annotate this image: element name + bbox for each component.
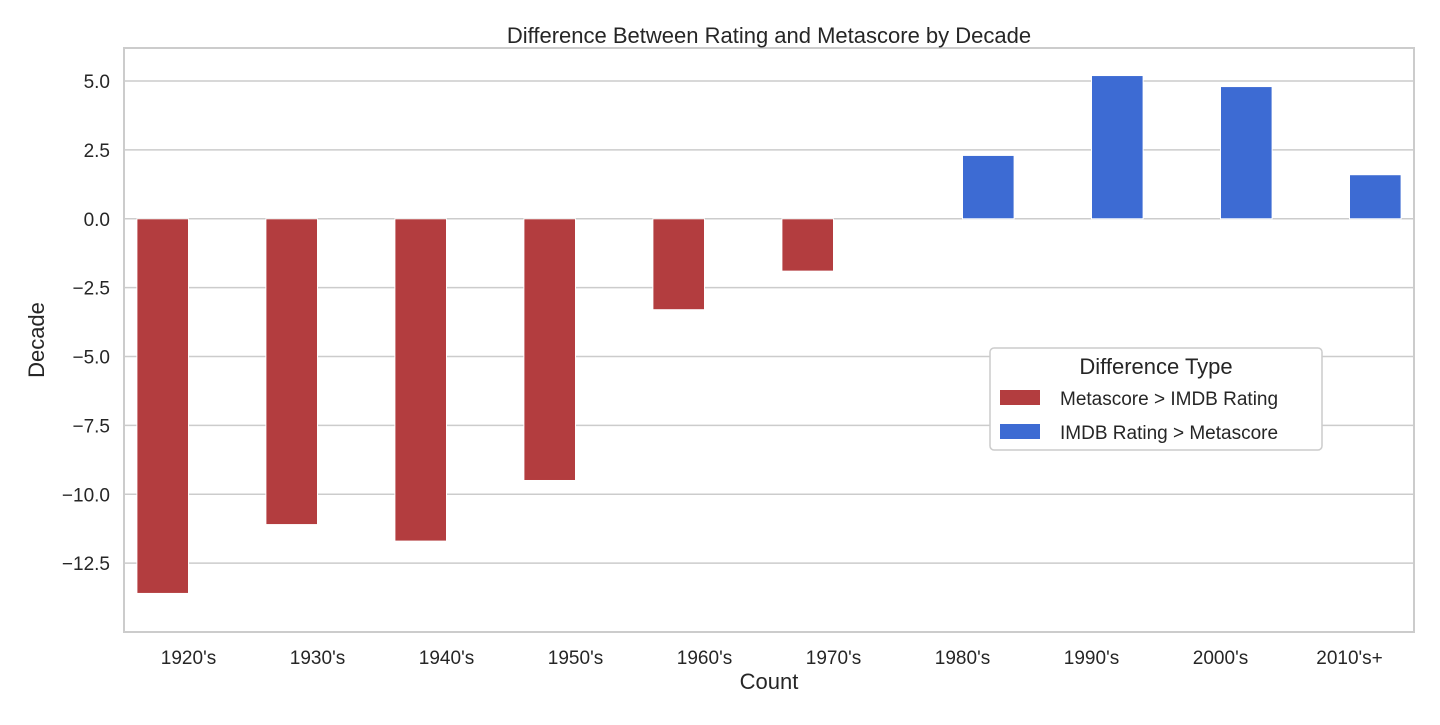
y-tick-label: −5.0 [72,348,110,369]
bar [962,154,1015,220]
x-tick-label: 2010's+ [1316,648,1383,669]
legend: Difference Type Metascore > IMDB Rating I… [989,347,1323,451]
x-tick-label: 1930's [290,648,345,669]
bar [1220,86,1273,220]
x-tick-label: 2000's [1193,648,1248,669]
y-tick-label: −10.0 [62,485,110,506]
x-tick-label: 1980's [935,648,990,669]
chart-title: Difference Between Rating and Metascore … [507,23,1031,48]
y-tick-label: −2.5 [72,279,110,300]
bar [1091,75,1144,220]
y-tick-label: −12.5 [62,554,110,575]
y-tick-label: 5.0 [84,72,110,93]
x-tick-label: 1990's [1064,648,1119,669]
x-tick-label: 1970's [806,648,861,669]
x-tick-label: 1950's [548,648,603,669]
plot-frame [123,47,1415,633]
x-tick-label: 1920's [161,648,216,669]
x-axis-label: Count [740,669,799,694]
bar [394,218,447,542]
legend-label: Metascore > IMDB Rating [1060,389,1278,410]
legend-swatch [1000,424,1040,439]
bar [136,218,189,594]
legend-box [989,347,1323,451]
bar [523,218,577,481]
x-tick-label: 1960's [677,648,732,669]
grid-lines [124,80,1414,564]
y-tick-label: 0.0 [84,210,110,231]
bar [1349,174,1402,220]
x-tick-label: 1940's [419,648,474,669]
legend-title: Difference Type [1079,354,1232,379]
bar [781,218,835,272]
bars [136,75,1402,594]
y-tick-label: −7.5 [72,416,110,437]
y-axis-label: Decade [24,302,49,378]
bar [652,218,706,311]
legend-swatch [1000,390,1040,405]
legend-label: IMDB Rating > Metascore [1060,423,1278,444]
y-tick-label: 2.5 [84,141,110,162]
axes: 5.0 2.5 0.0 −2.5 −5.0 −7.5 −10.0 −12.5 1920's 193… [62,47,1415,669]
bar [265,218,318,526]
legend-items: Metascore > IMDB Rating IMDB Rating > Met… [1000,389,1278,444]
